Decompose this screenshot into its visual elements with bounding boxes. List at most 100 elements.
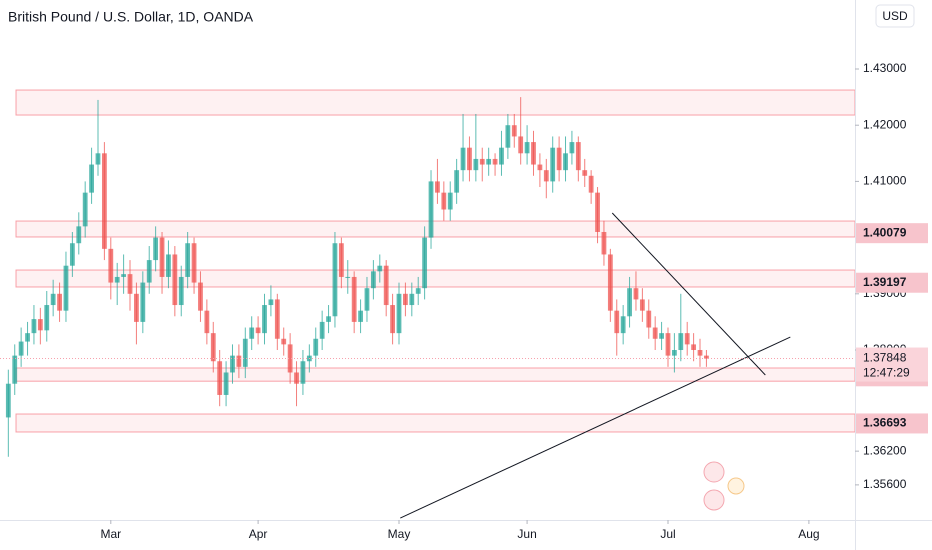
candle-body: [274, 299, 280, 339]
x-tick-label: Mar: [100, 527, 121, 541]
y-tick-label: 1.43000: [863, 61, 907, 75]
candle-body: [338, 243, 344, 277]
candle-body: [57, 293, 62, 311]
candle-body: [479, 158, 485, 165]
candle-body: [505, 125, 511, 148]
candle-body: [659, 333, 664, 339]
x-tick-label: Jul: [660, 527, 675, 541]
candle-body: [377, 265, 383, 272]
candle-body: [473, 158, 479, 171]
trend-line: [400, 336, 791, 519]
candle-body: [415, 288, 421, 294]
candle-body: [63, 265, 69, 311]
candle-body: [153, 237, 159, 261]
candle-body: [198, 282, 203, 311]
candle-body: [396, 293, 402, 334]
candle-body: [569, 142, 575, 154]
candle-body: [454, 170, 460, 193]
x-tick-label: Jun: [517, 527, 536, 541]
candle-body: [140, 282, 146, 322]
candle-body: [300, 361, 306, 384]
candle-body: [531, 142, 536, 165]
candle-body: [652, 327, 658, 339]
candle-body: [50, 293, 56, 306]
candle-body: [639, 299, 645, 311]
candle-body: [601, 231, 607, 255]
candle-body: [108, 248, 114, 283]
candle-body: [89, 164, 94, 193]
candle-body: [249, 327, 255, 339]
last-price-label: 1.37848: [863, 351, 907, 365]
candle-body: [294, 372, 299, 384]
last-price-box: [856, 347, 928, 382]
candle-body: [633, 288, 639, 300]
event-icons: [703, 461, 745, 511]
candle-body: [82, 192, 88, 227]
candle-body: [95, 153, 101, 165]
candle-body: [69, 243, 75, 266]
candle-body: [101, 153, 107, 249]
candle-body: [499, 147, 504, 165]
x-tick-label: May: [388, 527, 411, 541]
candle-body: [575, 142, 581, 171]
candle-body: [364, 288, 370, 311]
price-zone: [15, 89, 856, 116]
candle-body: [345, 276, 351, 278]
candle-body: [76, 226, 82, 244]
candle-body: [697, 350, 703, 356]
currency-button[interactable]: [875, 4, 915, 28]
candle-body: [159, 237, 165, 277]
candle-body: [435, 181, 440, 193]
candle-body: [678, 333, 684, 351]
candle-body: [620, 316, 626, 334]
candle-body: [671, 350, 677, 356]
candle-body: [684, 333, 690, 345]
candle-body: [37, 319, 43, 331]
currency-label[interactable]: USD: [882, 9, 908, 23]
countdown-label: 12:47:29: [863, 366, 910, 380]
candle-body: [460, 147, 466, 171]
candle-body: [242, 338, 248, 367]
candle-body: [447, 192, 453, 210]
candle-body: [25, 333, 30, 342]
candle-body: [665, 333, 671, 356]
price-zone: [15, 413, 856, 433]
candle-body: [422, 237, 428, 289]
candle-body: [230, 355, 235, 373]
candle-body: [5, 383, 11, 418]
candle-body: [127, 274, 133, 294]
candle-body: [403, 293, 408, 306]
candle-body: [383, 265, 389, 306]
trend-line: [611, 212, 766, 376]
level-label-box: [856, 413, 928, 434]
candle-body: [524, 142, 530, 154]
candle-body: [486, 158, 492, 165]
candle-body: [691, 344, 697, 351]
candle-body: [370, 271, 376, 289]
level-label: 1.39197: [863, 275, 907, 289]
candle-body: [518, 136, 524, 154]
chart-title: British Pound / U.S. Dollar, 1D, OANDA: [8, 9, 254, 25]
candle-body: [178, 276, 184, 306]
candle-body: [543, 170, 549, 182]
candle-body: [588, 175, 594, 193]
candle-body: [409, 293, 415, 306]
candle-body: [44, 305, 50, 331]
candle-body: [166, 254, 171, 277]
candle-body: [262, 305, 267, 334]
level-label: 1.40079: [863, 225, 907, 239]
price-zone: [15, 220, 856, 238]
candle-body: [563, 153, 568, 171]
candle-body: [319, 321, 325, 339]
candle-body: [550, 147, 556, 182]
x-tick-label: Aug: [798, 527, 819, 541]
candle-body: [185, 243, 191, 277]
candle-body: [582, 170, 588, 176]
y-tick-label: 1.35600: [863, 477, 907, 491]
candle-body: [313, 338, 319, 356]
candle-body: [537, 164, 543, 171]
candle-body: [12, 355, 18, 384]
candle-body: [441, 192, 447, 210]
candle-body: [326, 316, 331, 322]
